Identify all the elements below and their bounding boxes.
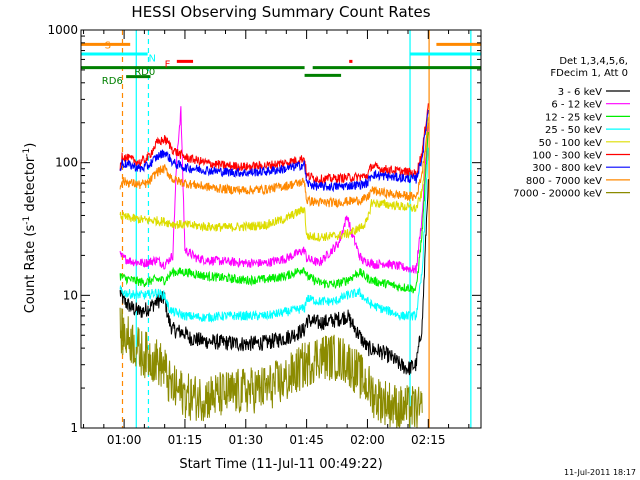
series-line: [119, 179, 429, 376]
series-line: [119, 103, 429, 186]
status-label: N: [148, 54, 155, 65]
series-line: [119, 132, 429, 294]
status-label: S: [105, 40, 111, 51]
legend-title: FDecim 1, Att 0: [550, 68, 628, 79]
y-axis-label-mid: detector: [23, 156, 38, 216]
chart-title: HESSI Observing Summary Count Rates: [131, 3, 430, 21]
series-line: [119, 109, 429, 193]
legend-title: Det 1,3,4,5,6,: [559, 56, 628, 67]
status-label: F: [165, 59, 171, 70]
legend-entry-label: 300 - 800 keV: [532, 163, 602, 174]
y-axis-label: Count Rate (s-1 detector-1): [22, 143, 38, 314]
footer-timestamp: 11-Jul-2011 18:17: [564, 468, 636, 477]
y-axis-label-exp2: -1: [22, 148, 32, 157]
series-line: [119, 106, 429, 274]
plot-frame: [80, 29, 482, 429]
y-axis-label-prefix: Count Rate (s: [23, 225, 38, 314]
x-axis-label: Start Time (11-Jul-11 00:49:22): [179, 457, 382, 472]
legend-entry-label: 6 - 12 keV: [551, 100, 602, 111]
y-axis-label-suffix: ): [23, 143, 38, 148]
series-line: [119, 117, 429, 242]
x-tick-label: 01:00: [107, 433, 142, 447]
legend-entry-label: 50 - 100 keV: [539, 138, 603, 149]
series-line: [119, 147, 429, 323]
legend-entry-label: 800 - 7000 keV: [526, 176, 602, 187]
series-line: [119, 307, 423, 428]
legend-entry-label: 12 - 25 keV: [545, 112, 602, 123]
plot-area: S NF RD0 RD6 1 10 100 1000 01:00 01:15 01:30 01:45 0…: [47, 23, 482, 447]
legend: Det 1,3,4,5,6,FDecim 1, Att 0 3 - 6 keV 6 …: [513, 56, 630, 200]
status-label: RD0: [134, 67, 155, 78]
y-tick-label: 10: [63, 288, 78, 302]
x-tick-label: 01:30: [228, 433, 263, 447]
legend-entry-label: 100 - 300 keV: [532, 151, 602, 162]
series-line: [119, 122, 429, 209]
y-axis-label-exp: -1: [22, 216, 32, 225]
legend-entry-label: 25 - 50 keV: [545, 125, 602, 136]
y-tick-label: 1: [70, 421, 78, 435]
legend-entry-label: 7000 - 20000 keV: [513, 189, 602, 200]
x-tick-label: 02:15: [411, 433, 446, 447]
x-tick-label: 01:45: [289, 433, 324, 447]
x-tick-label: 02:00: [350, 433, 385, 447]
legend-entry-label: 3 - 6 keV: [558, 87, 602, 98]
x-tick-label: 01:15: [168, 433, 203, 447]
y-tick-label: 100: [55, 156, 78, 170]
status-label: RD6: [102, 76, 123, 87]
y-tick-label: 1000: [47, 23, 78, 37]
